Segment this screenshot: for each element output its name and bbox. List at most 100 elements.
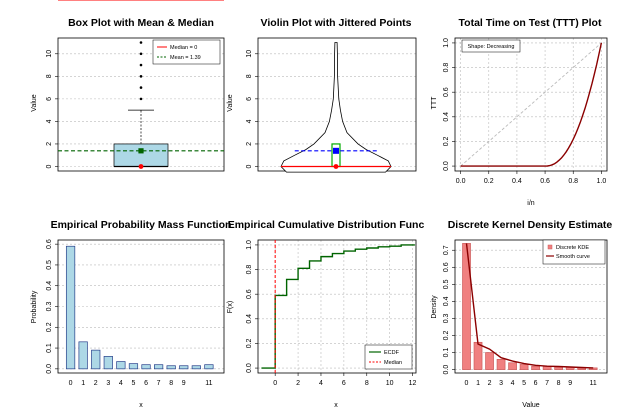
panel4-bar [179,365,189,370]
panel6-xtick-label: 1 [476,380,480,387]
panel1-mean-point [138,148,144,154]
panel5-ylabel: F(x) [227,301,234,313]
panel2-ytick-label: 10 [246,50,253,58]
panel6-plot-frame [454,239,608,374]
panel6-legend-smooth: Smooth curve [556,254,590,260]
panel6-xtick-label: 9 [568,380,572,387]
panel5-ytick-label: 0.6 [246,289,253,299]
panel4-bar [91,349,101,370]
panel1-median-point [138,164,144,169]
panel1-outlier-point [139,41,143,44]
panel3-xtick-label: 0.4 [512,178,522,185]
panel2-violin-shape [280,42,392,173]
panel6-xtick-label: 7 [545,380,549,387]
panel5-xtick-label: 8 [365,380,369,387]
panel6-bar [473,341,483,370]
panel3-ytick-label: 0.2 [443,136,450,146]
panel-box-plot: Box Plot with Mean & Median Value 0 2 4 6 8 1… [31,0,225,172]
panel-pmf: Empirical Probability Mass Function Prob… [31,219,231,409]
panel4-bar [204,364,214,370]
panel6-xtick-label: 5 [522,380,526,387]
panel4-ytick-label: 0.1 [46,343,53,353]
panel1-legend: Median = 0 Mean = 1.39 [152,39,221,65]
panel4-xtick-label: 5 [132,380,136,387]
panel4-xtick-label: 6 [144,380,148,387]
panel3-ylabel: TTT [431,96,438,110]
panel6-title: Discrete Kernel Density Estimate [448,219,613,231]
panel6-ytick-label: 0.2 [443,331,450,341]
panel4-bar [103,356,113,370]
panel-discrete-kde: Discrete Kernel Density Estimate Density… [431,219,612,409]
panel4-ytick-label: 0.4 [46,281,53,291]
panel6-ytick-label: 0.7 [443,245,450,255]
panel4-bar [128,363,139,370]
panel6-xtick-label: 0 [465,380,469,387]
panel5-xtick-label: 10 [386,380,394,387]
panel5-ecdf-step-line [261,244,415,369]
panel5-xtick-label: 6 [342,380,346,387]
panel1-ytick-label: 6 [46,97,53,101]
panel3-xlabel: i/n [527,200,535,207]
panel-ttt-plot: Total Time on Test (TTT) Plot TTT i/n 0.… [431,17,608,207]
panel5-title: Empirical Cumulative Distribution Func [228,219,425,231]
panel4-bar [65,245,76,370]
panel4-xtick-label: 7 [157,380,161,387]
panel6-xtick-label: 11 [590,380,597,387]
panel1-plot-frame [57,37,225,172]
panel3-ytick-label: 0.4 [443,112,450,122]
panel5-xtick-label: 12 [409,380,417,387]
panel4-xtick-label: 9 [182,380,186,387]
panel5-ytick-label: 0.4 [246,314,253,324]
panel3-xtick-label: 0.8 [568,178,578,185]
panel3-xtick-label: 0.2 [484,178,494,185]
panel6-bar [485,352,494,370]
panel4-bar [141,364,151,370]
panel4-bar [166,365,176,370]
panel4-ytick-label: 0.3 [46,302,53,312]
panel6-legend-kde: Discrete KDE [556,245,589,251]
panel-ecdf: Empirical Cumulative Distribution Func F… [227,219,424,409]
panel4-ytick-label: 0.0 [46,364,53,374]
panel4-xtick-label: 1 [81,380,85,387]
panel2-ylabel: Value [227,94,234,111]
panel4-xtick-label: 4 [119,380,123,387]
panel6-xtick-label: 6 [534,380,538,387]
panel6-bar [508,362,517,370]
panel4-xtick-label: 8 [169,380,173,387]
panel4-xtick-label: 3 [106,380,110,387]
panel1-outlier-point [139,75,143,78]
panel1-legend-median: Median = 0 [170,45,197,51]
panel1-ytick-label: 8 [46,74,53,78]
panel3-ytick-label: 1.0 [443,38,450,48]
panel6-bar [519,364,529,370]
panel1-legend-mean: Mean = 1.39 [170,55,201,61]
panel6-xtick-label: 8 [557,380,561,387]
panel6-ytick-label: 0.6 [443,262,450,272]
panel3-shape-label: Shape: Decreasing [468,44,515,50]
panel1-ylabel: Value [31,94,38,111]
panel6-xlabel: Value [522,402,539,409]
panel1-outlier-point [139,86,143,89]
panel2-mean-point [333,147,339,154]
panel2-ytick-label: 6 [246,97,253,101]
panel6-ylabel: Density [431,295,438,319]
panel2-ytick-label: 2 [246,142,253,146]
panel6-bar [496,359,506,370]
panel6-ytick-label: 0.1 [443,348,450,358]
panel3-plot-frame [454,37,608,172]
panel4-xtick-label: 0 [69,380,73,387]
panel2-median-point [333,164,339,169]
panel5-ytick-label: 0.8 [246,265,253,275]
panel4-bar [78,341,88,370]
panel4-ytick-label: 0.6 [46,239,53,249]
panel3-ytick-label: 0.8 [443,63,450,73]
panel6-xtick-label: 4 [511,380,515,387]
panel3-ytick-label: 0.0 [443,161,450,171]
panel3-diagonal-line [460,42,602,167]
panel5-legend: ECDF Median [364,344,413,370]
panel2-ytick-label: 8 [246,74,253,78]
panel3-annotation: Shape: Decreasing [461,39,521,53]
panel6-xtick-label: 2 [488,380,492,387]
panel1-title: Box Plot with Mean & Median [68,17,214,29]
